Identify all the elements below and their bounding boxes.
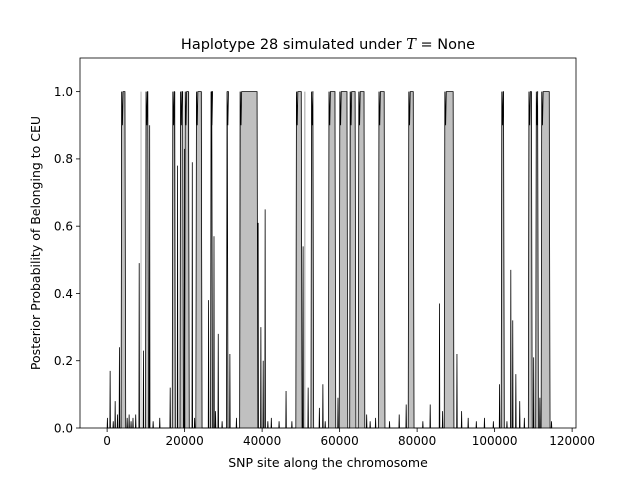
y-tick-label: 0.4 xyxy=(54,287,73,301)
true-ceu-segment xyxy=(196,91,203,428)
x-tick-label: 40000 xyxy=(243,434,281,448)
true-ceu-segment xyxy=(541,91,550,428)
x-tick-label: 100000 xyxy=(472,434,518,448)
x-tick-label: 80000 xyxy=(398,434,436,448)
y-tick-label: 0.8 xyxy=(54,152,73,166)
true-ceu-segment xyxy=(444,91,454,428)
true-ceu-segment xyxy=(378,91,385,428)
true-ceu-segment xyxy=(121,91,126,428)
x-tick-label: 60000 xyxy=(321,434,359,448)
y-tick-label: 1.0 xyxy=(54,85,73,99)
true-ceu-segment xyxy=(140,91,142,428)
true-ceu-segment xyxy=(145,91,149,428)
true-ceu-segment xyxy=(536,91,539,428)
true-ceu-segment xyxy=(339,91,348,428)
y-axis-label: Posterior Probability of Belonging to CE… xyxy=(28,116,43,370)
chart-title-prefix: Haplotype 28 simulated under xyxy=(181,37,406,53)
true-ceu-segment xyxy=(303,91,306,428)
chart-title-suffix: = None xyxy=(416,37,475,53)
true-ceu-segment xyxy=(179,91,184,428)
true-ceu-segment xyxy=(311,91,314,428)
chart-title-variable: T xyxy=(406,37,417,53)
y-axis-ticks: 0.0 0.2 0.4 0.6 0.8 1.0 xyxy=(54,85,80,435)
true-ceu-segment xyxy=(239,91,258,428)
x-tick-label: 0 xyxy=(103,434,111,448)
y-tick-label: 0.2 xyxy=(54,354,73,368)
x-tick-label: 120000 xyxy=(549,434,595,448)
true-ceu-segment xyxy=(296,91,302,428)
x-axis-ticks: 0 20000 40000 60000 80000 100000 120000 xyxy=(103,428,595,448)
y-tick-label: 0.0 xyxy=(54,421,73,435)
true-ceu-segment xyxy=(501,91,504,428)
true-ceu-segment xyxy=(528,91,532,428)
chart-title: Haplotype 28 simulated under T = None xyxy=(181,37,475,53)
true-ceu-segment xyxy=(185,91,190,428)
true-ceu-segment xyxy=(358,91,365,428)
true-ceu-segment xyxy=(408,91,414,428)
true-ceu-segment xyxy=(172,91,176,428)
x-axis-label: SNP site along the chromosome xyxy=(228,455,428,470)
x-tick-label: 20000 xyxy=(166,434,204,448)
axes-frame xyxy=(79,57,577,429)
true-ceu-segment xyxy=(328,91,336,428)
y-tick-label: 0.6 xyxy=(54,219,73,233)
true-ceu-segment xyxy=(349,91,356,428)
